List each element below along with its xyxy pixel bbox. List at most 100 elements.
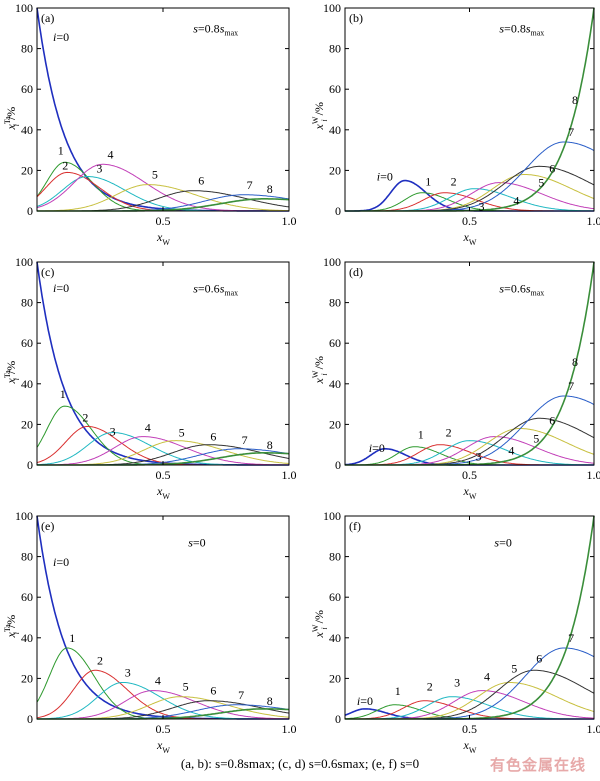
- plot-frame: [36, 261, 290, 466]
- y-tick-label: 80: [21, 296, 33, 310]
- curve-label: 2: [446, 426, 452, 440]
- condition-annotation: s=0: [188, 535, 205, 549]
- condition-annotation: s=0.8smax: [193, 21, 238, 37]
- curve-label: i=0: [377, 170, 393, 184]
- series-group: [344, 515, 595, 720]
- curve-label: 8: [572, 355, 578, 369]
- y-tick-label: 60: [329, 590, 341, 604]
- curve-label: 8: [267, 694, 273, 708]
- series-group: [36, 515, 290, 720]
- series-line-1: [36, 647, 289, 720]
- curve-label: 3: [479, 200, 485, 214]
- x-tick-label: 0.5: [156, 722, 171, 736]
- y-axis-label: xTai/%: [3, 107, 21, 131]
- x-axis-label: xW: [463, 230, 477, 247]
- curve-label: 6: [549, 413, 555, 427]
- y-axis-label: xWi/%: [311, 102, 329, 130]
- curve-label: 4: [513, 194, 519, 208]
- curve-label: 2: [62, 158, 68, 172]
- curve-label: 5: [538, 176, 544, 190]
- curve-label: 4: [484, 670, 490, 684]
- condition-annotation: s=0.6smax: [193, 281, 238, 297]
- y-tick-label: 80: [329, 42, 341, 56]
- y-tick-label: 20: [21, 417, 33, 431]
- y-tick-label: 60: [329, 82, 341, 96]
- y-tick-label: 100: [15, 255, 33, 269]
- y-tick-label: 40: [21, 123, 33, 137]
- series-line-i0: [36, 261, 289, 466]
- curve-label: 6: [549, 161, 555, 175]
- condition-annotation: s=0: [494, 535, 511, 549]
- y-tick-label: 20: [329, 671, 341, 685]
- series-line-5: [345, 682, 595, 720]
- curve-label: i=0: [369, 441, 385, 455]
- curve-label: 4: [508, 444, 514, 458]
- x-tick-label: 1.0: [282, 468, 297, 482]
- x-tick-label: 1.0: [587, 214, 600, 228]
- y-tick-label: 0: [27, 458, 33, 472]
- series-line-8: [345, 261, 595, 466]
- y-axis-label: xWi/%: [311, 610, 329, 638]
- y-tick-label: 40: [21, 377, 33, 391]
- y-tick-label: 80: [21, 550, 33, 564]
- curve-label: 7: [247, 178, 253, 192]
- x-axis-label: xW: [463, 484, 477, 501]
- y-tick-label: 100: [323, 255, 341, 269]
- condition-annotation: s=0.8smax: [499, 21, 544, 37]
- y-tick-label: 0: [27, 712, 33, 726]
- panel-letter: (a): [41, 11, 54, 25]
- x-axis-label: xW: [156, 738, 170, 755]
- curve-label: 5: [152, 168, 158, 182]
- y-tick-label: 60: [21, 82, 33, 96]
- curve-label: i=0: [53, 30, 69, 44]
- series-line-4: [345, 690, 595, 720]
- y-tick-label: 40: [329, 631, 341, 645]
- curve-label: i=0: [53, 555, 69, 569]
- curve-label: 7: [568, 631, 574, 645]
- y-tick-label: 40: [329, 377, 341, 391]
- y-tick-label: 40: [329, 123, 341, 137]
- y-tick-label: 80: [21, 42, 33, 56]
- curve-label: 2: [97, 653, 103, 667]
- curve-label: 8: [267, 438, 273, 452]
- curve-label: 2: [427, 680, 433, 694]
- y-tick-label: 100: [15, 509, 33, 523]
- chart-panel-b: i=0123456780204060801000.51.0xWxWi/%(b)s…: [311, 1, 600, 247]
- curve-label: 3: [454, 676, 460, 690]
- y-tick-label: 20: [329, 417, 341, 431]
- series-line-8: [345, 515, 595, 720]
- curve-label: 2: [451, 175, 457, 189]
- curve-label: 1: [60, 387, 66, 401]
- curve-label: 1: [58, 143, 64, 157]
- panel-letter: (f): [349, 519, 361, 533]
- series-line-4: [37, 436, 289, 466]
- watermark: 有色金属在线: [489, 756, 586, 774]
- x-tick-label: 0.5: [462, 468, 477, 482]
- y-tick-label: 60: [329, 336, 341, 350]
- y-axis-label: xTai/%: [3, 361, 21, 385]
- x-axis-label: xW: [156, 484, 170, 501]
- x-tick-label: 0.5: [156, 214, 171, 228]
- x-tick-label: 1.0: [587, 722, 600, 736]
- x-tick-label: 1.0: [282, 722, 297, 736]
- y-tick-label: 20: [21, 163, 33, 177]
- curve-label: 8: [267, 182, 273, 196]
- panel-letter: (c): [41, 265, 54, 279]
- x-axis-label: xW: [156, 230, 170, 247]
- series-line-i0: [345, 179, 594, 212]
- curve-label: 7: [568, 379, 574, 393]
- x-tick-label: 1.0: [282, 214, 297, 228]
- x-tick-label: 1.0: [587, 468, 600, 482]
- curve-label: 3: [96, 162, 102, 176]
- curve-label: 5: [511, 662, 517, 676]
- panel-letter: (b): [349, 11, 363, 25]
- figure-caption: (a, b): s=0.8smax; (c, d) s=0.6smax; (e,…: [180, 756, 420, 771]
- y-tick-label: 60: [21, 590, 33, 604]
- y-tick-label: 0: [335, 204, 341, 218]
- series-group: [344, 261, 595, 466]
